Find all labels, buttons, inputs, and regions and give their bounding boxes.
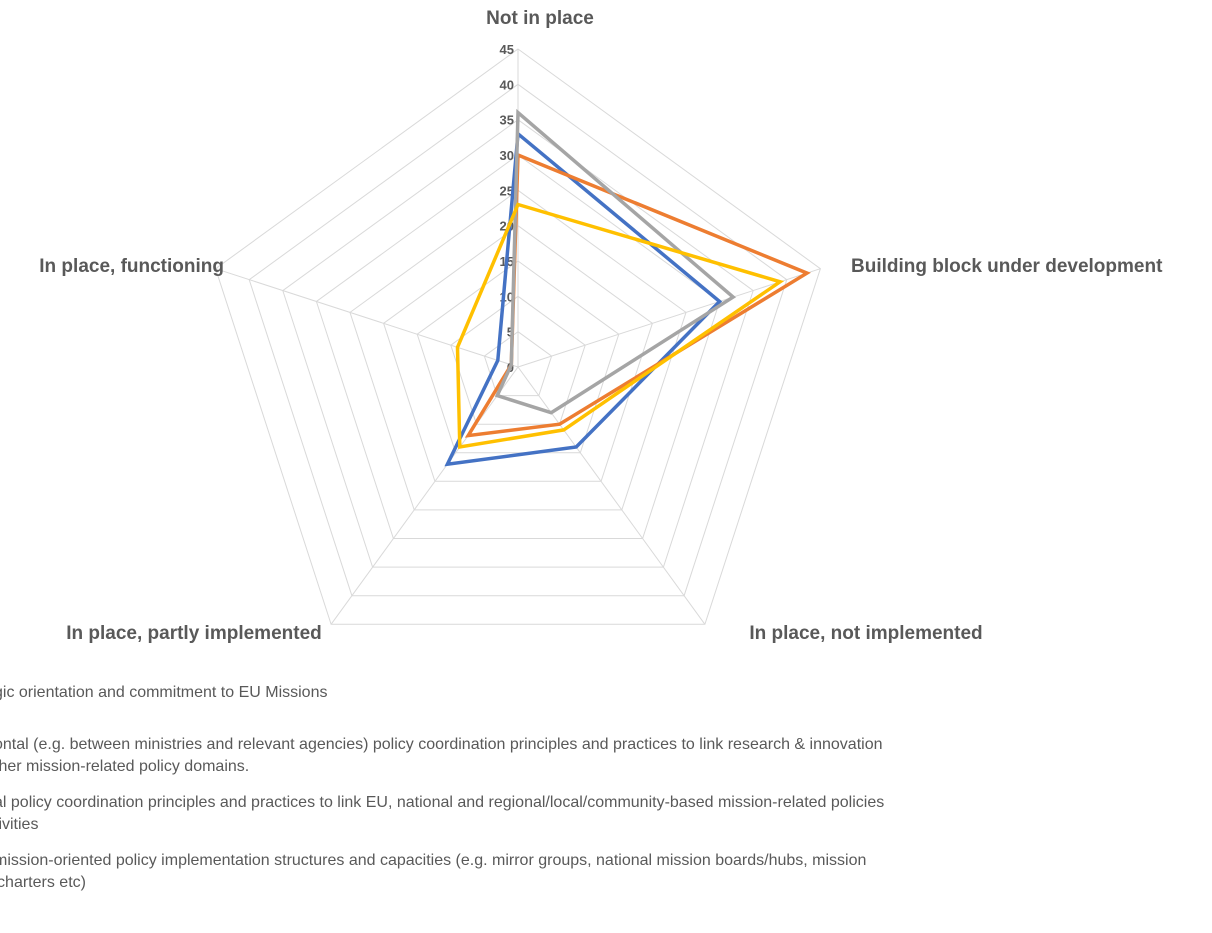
axis-label-partly-implemented: In place, partly implemented	[66, 623, 322, 644]
axis-label-not-implemented: In place, not implemented	[749, 623, 982, 644]
axis-label-not-in-place: Not in place	[486, 8, 594, 29]
tick-label-35: 35	[500, 113, 514, 128]
series-line-2	[464, 152, 811, 438]
data-series	[444, 108, 811, 467]
axis-labels: Not in place Building block under develo…	[39, 8, 1163, 644]
axis-label-functioning: In place, functioning	[39, 256, 224, 277]
axis-label-building-block: Building block under development	[851, 256, 1163, 277]
tick-label-30: 30	[500, 148, 514, 163]
spoke-5	[215, 268, 519, 368]
tick-label-40: 40	[500, 77, 514, 92]
legend-entry-series-2: ontal (e.g. between ministries and relev…	[0, 736, 883, 775]
grid-ring-30	[315, 154, 721, 539]
spoke-3	[517, 366, 706, 625]
grid-ring-20	[383, 225, 653, 482]
tick-label-45: 45	[500, 42, 514, 57]
grid-ring-25	[349, 189, 687, 511]
spoke-4	[330, 366, 519, 625]
legend-entry-series-1: gic orientation and commitment to EU Mis…	[0, 684, 328, 701]
legend: gic orientation and commitment to EU Mis…	[0, 682, 1212, 908]
legend-entry-series-3: al policy coordination principles and pr…	[0, 794, 885, 833]
spoke-2	[517, 268, 821, 368]
tick-label-25: 25	[500, 183, 514, 198]
series-line-4	[455, 202, 785, 450]
series-line-1	[444, 130, 723, 467]
series-line-3	[494, 108, 737, 415]
legend-entry-series-4: mission-oriented policy implementation s…	[0, 852, 867, 891]
tick-label-5: 5	[507, 325, 514, 340]
radar-spokes	[215, 49, 821, 625]
grid-ring-5	[483, 331, 553, 397]
grid-ring-15	[416, 260, 620, 454]
grid-ring-45	[215, 48, 821, 625]
